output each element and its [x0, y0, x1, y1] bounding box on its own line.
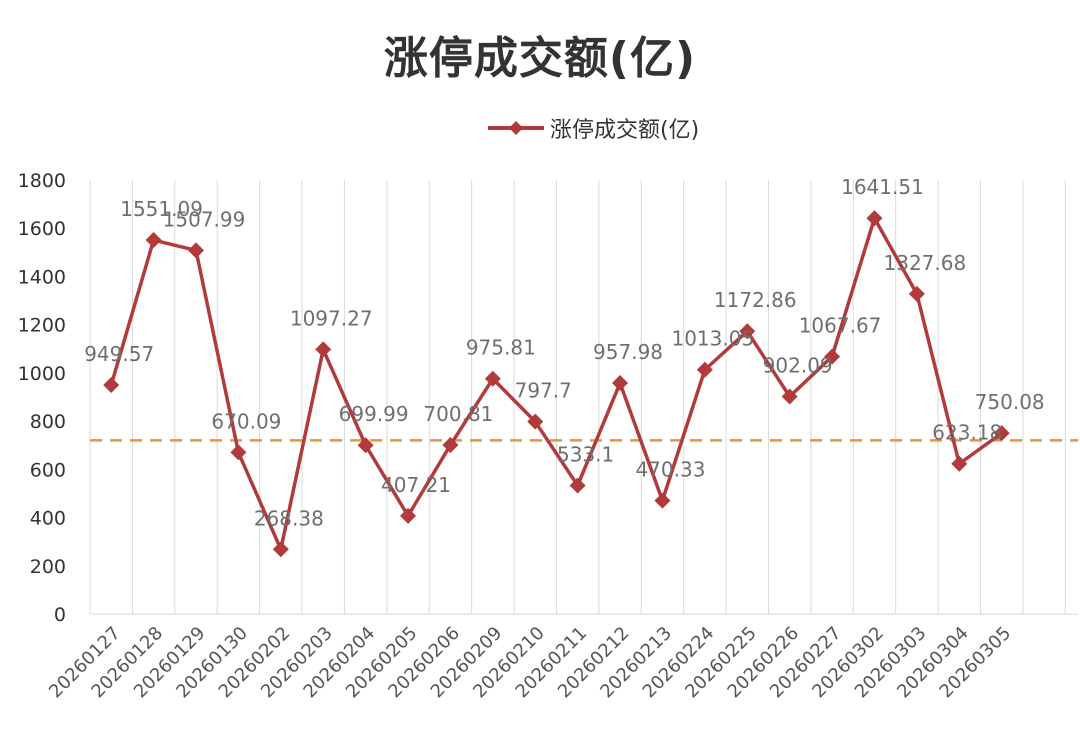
- data-label: 533.1: [557, 442, 614, 466]
- data-label: 623.18: [932, 421, 1002, 445]
- data-point-marker: [442, 437, 459, 454]
- data-point-marker: [357, 437, 374, 454]
- data-point-marker: [569, 477, 586, 494]
- y-tick-label: 1000: [18, 363, 66, 385]
- data-label: 670.09: [211, 409, 281, 433]
- y-tick-label: 0: [54, 604, 66, 626]
- data-point-marker: [696, 361, 713, 378]
- chart-title: 涨停成交额(亿): [383, 33, 697, 84]
- data-label: 975.81: [466, 336, 536, 360]
- y-tick-label: 1200: [18, 315, 66, 337]
- data-label: 1067.67: [799, 314, 882, 338]
- data-point-marker: [781, 388, 798, 405]
- data-point-marker: [527, 413, 544, 430]
- data-point-marker: [103, 377, 120, 394]
- data-point-marker: [188, 242, 205, 259]
- data-point-marker: [951, 455, 968, 472]
- data-label: 957.98: [593, 340, 663, 364]
- y-tick-label: 1400: [18, 266, 66, 288]
- data-point-marker: [230, 444, 247, 461]
- y-tick-label: 1600: [18, 218, 66, 240]
- data-point-marker: [145, 232, 162, 249]
- y-tick-label: 800: [30, 411, 66, 433]
- y-tick-label: 200: [30, 556, 66, 578]
- data-label: 1327.68: [884, 251, 967, 275]
- data-label: 1641.51: [841, 175, 924, 199]
- data-point-marker: [866, 210, 883, 227]
- y-tick-label: 600: [30, 459, 66, 481]
- data-point-marker: [612, 375, 629, 392]
- data-label: 1507.99: [163, 207, 246, 231]
- data-label: 470.33: [635, 458, 705, 482]
- data-label: 750.08: [975, 390, 1045, 414]
- y-tick-label: 1800: [18, 170, 66, 192]
- data-label: 699.99: [339, 402, 409, 426]
- data-point-marker: [400, 507, 417, 524]
- data-label: 268.38: [254, 506, 324, 530]
- data-label: 1172.86: [714, 288, 797, 312]
- data-point-marker: [654, 492, 671, 509]
- data-point-marker: [908, 285, 925, 302]
- data-point-marker: [824, 348, 841, 365]
- data-point-marker: [315, 341, 332, 358]
- data-label: 1013.05: [671, 327, 754, 351]
- data-label: 407.21: [381, 473, 451, 497]
- data-label: 1097.27: [290, 306, 373, 330]
- series-line: [109, 216, 1003, 552]
- data-point-marker: [993, 425, 1010, 442]
- legend: 涨停成交额(亿): [488, 108, 699, 148]
- data-point-marker: [739, 323, 756, 340]
- data-label: 700.81: [423, 402, 493, 426]
- y-tick-label: 400: [30, 508, 66, 530]
- data-label: 949.57: [84, 342, 154, 366]
- data-label: 902.09: [763, 353, 833, 377]
- data-label: 1551.09: [120, 197, 203, 221]
- data-label: 797.7: [515, 379, 572, 403]
- data-point-marker: [272, 541, 289, 558]
- data-point-marker: [484, 370, 501, 387]
- legend-label: 涨停成交额(亿): [550, 118, 700, 143]
- legend-line-marker-icon: [488, 121, 544, 135]
